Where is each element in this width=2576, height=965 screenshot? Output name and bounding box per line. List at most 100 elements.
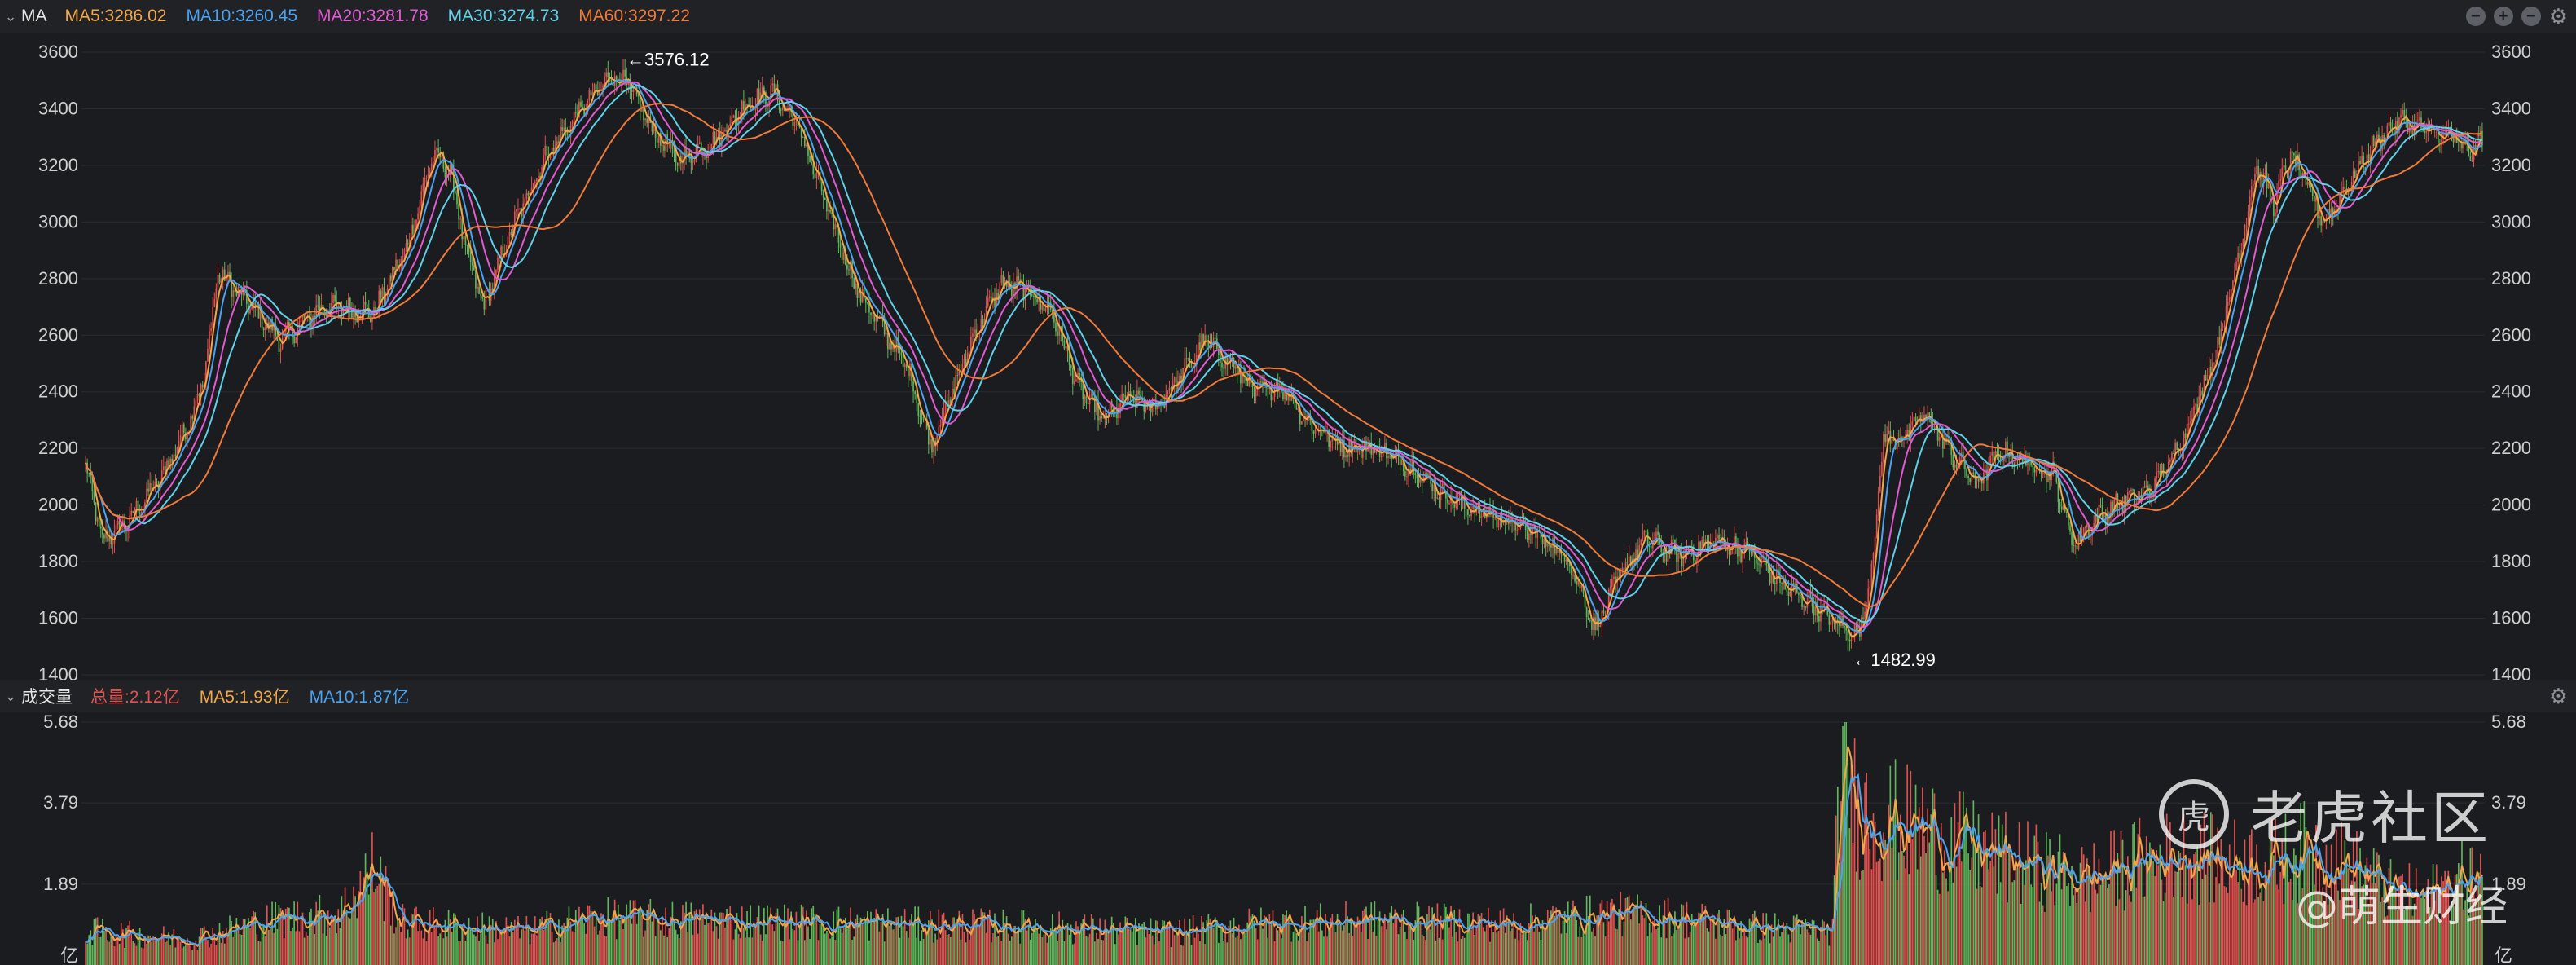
candle-body: [2305, 178, 2307, 186]
candle-body: [341, 308, 343, 317]
collapse-chevron-icon[interactable]: ⌄: [4, 7, 17, 24]
candle-body: [2249, 196, 2251, 212]
add-indicator-icon[interactable]: +: [2493, 7, 2513, 26]
candle-body: [337, 306, 340, 308]
candle-body: [1053, 313, 1055, 323]
volume-bar: [398, 919, 401, 965]
candle-body: [1421, 478, 1423, 483]
candle-body: [279, 348, 282, 352]
volume-bar: [1356, 916, 1359, 965]
volume-bar: [1470, 929, 1472, 965]
volume-bar: [1256, 939, 1259, 965]
volume-bar: [288, 907, 290, 965]
volume-bar: [2361, 886, 2363, 965]
volume-bar: [102, 919, 103, 965]
volume-chart[interactable]: 1.89 1.893.79 3.795.68 5.68亿亿: [0, 712, 2576, 965]
volume-bar: [1996, 893, 1998, 965]
volume-bar: [244, 919, 246, 965]
volume-bar: [212, 928, 214, 965]
volume-bar: [2118, 899, 2121, 965]
volume-bar: [2314, 884, 2315, 965]
candle-body: [1066, 346, 1069, 352]
remove-indicator-icon[interactable]: −: [2521, 7, 2541, 26]
candle-body: [2230, 289, 2232, 297]
volume-bar: [2191, 899, 2193, 965]
volume-bar: [622, 928, 624, 965]
candle-body: [345, 308, 348, 312]
volume-bar: [499, 933, 500, 965]
candle-body: [2244, 231, 2246, 239]
volume-bar: [1148, 934, 1150, 965]
volume-bar: [491, 919, 494, 965]
candle-body: [1101, 416, 1103, 418]
candle-body: [105, 530, 107, 539]
candle-body: [1791, 583, 1793, 591]
volume-bar: [1019, 943, 1022, 965]
candle-body: [1121, 393, 1123, 403]
volume-bar: [1377, 919, 1379, 965]
candle-body: [663, 145, 665, 151]
volume-bar: [829, 938, 831, 965]
minimize-icon[interactable]: −: [2465, 7, 2486, 26]
candle-body: [1036, 299, 1038, 302]
volume-bar: [1226, 942, 1229, 965]
candle-body: [388, 275, 390, 289]
volume-panel-header: ⌄ 成交量 总量:2.12亿 MA5:1.93亿 MA10:1.87亿 ⚙: [0, 680, 2576, 712]
volume-bar: [478, 941, 480, 965]
volume-bar: [1585, 895, 1588, 965]
volume-bar: [2129, 895, 2130, 965]
volume-bar: [2356, 831, 2358, 965]
candle-body: [2093, 523, 2095, 527]
volume-bar: [817, 940, 820, 965]
volume-bar: [1938, 893, 1941, 965]
candle-body: [2393, 129, 2395, 135]
volume-bar: [1510, 931, 1511, 965]
candle-body: [2397, 121, 2398, 134]
volume-bar: [1621, 936, 1624, 965]
candle-body: [2126, 492, 2129, 505]
y-axis-left-tick-label: 3400: [38, 98, 78, 118]
volume-bar: [1875, 861, 1878, 965]
volume-bar: [943, 912, 945, 965]
candle-body: [1378, 449, 1381, 457]
candle-body: [2347, 189, 2350, 195]
settings-gear-icon[interactable]: ⚙: [2548, 4, 2568, 29]
candle-body: [1497, 520, 1500, 528]
volume-bar: [1708, 931, 1710, 965]
volume-bar: [2359, 848, 2361, 965]
candle-body: [1040, 297, 1042, 310]
volume-bar: [2193, 854, 2195, 965]
candle-body: [992, 297, 994, 300]
volume-bar: [2059, 834, 2061, 965]
candle-body: [1892, 438, 1895, 441]
candle-body: [868, 302, 870, 313]
y-axis-left-tick-label: 2800: [38, 268, 78, 289]
volume-bar: [1085, 936, 1088, 965]
volume-settings-gear-icon[interactable]: ⚙: [2548, 684, 2568, 708]
candle-body: [807, 144, 809, 156]
volume-bar: [2408, 863, 2411, 965]
volume-bar: [1063, 941, 1066, 965]
volume-bar: [1526, 940, 1528, 965]
volume-bar: [422, 938, 424, 965]
candle-body: [905, 364, 908, 368]
candle-body: [765, 92, 767, 105]
ma-line-ma20: [85, 81, 2483, 628]
candle-body: [1823, 603, 1825, 608]
volume-bar: [2372, 848, 2375, 965]
volume-bar: [2427, 879, 2429, 965]
candle-body: [275, 324, 277, 336]
volume-bar: [1295, 933, 1298, 965]
candle-body: [2033, 467, 2036, 473]
volume-bar: [436, 920, 437, 965]
candle-body: [234, 290, 236, 293]
volume-bar: [240, 934, 243, 965]
volume-bar: [1402, 910, 1404, 965]
collapse-chevron-icon[interactable]: ⌄: [4, 687, 17, 704]
volume-bar: [875, 909, 877, 965]
volume-bar: [1316, 910, 1318, 965]
candle-body: [2419, 117, 2420, 121]
volume-bar: [1532, 915, 1533, 965]
volume-bar: [1022, 910, 1025, 965]
